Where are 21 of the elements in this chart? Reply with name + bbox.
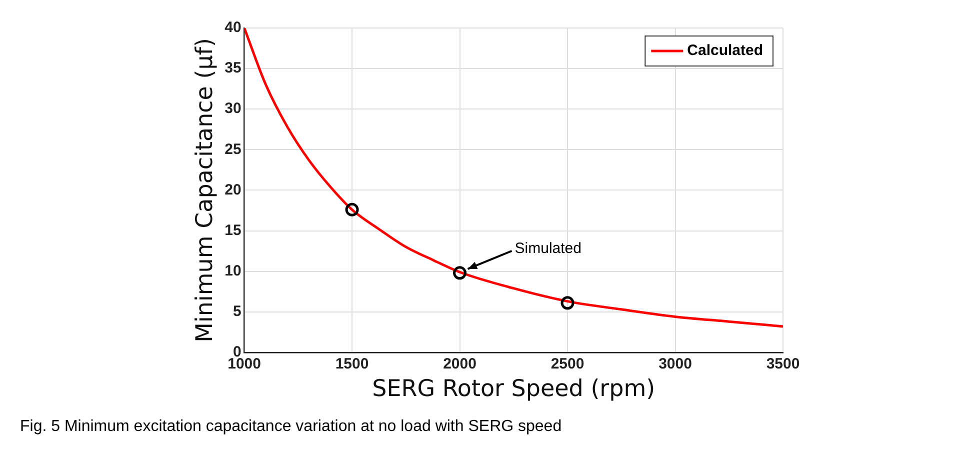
x-tick-label: 3000 bbox=[658, 356, 692, 373]
annotation: Simulated bbox=[514, 240, 582, 258]
caption: Fig. 5 Minimum excitation capacitance variation at no load with SERG speed bbox=[19, 418, 563, 436]
legend-label: Calculated bbox=[687, 42, 763, 60]
y-tick-label: 20 bbox=[224, 181, 242, 198]
y-tick-label: 35 bbox=[224, 60, 242, 77]
y-tick-label: 10 bbox=[224, 262, 242, 280]
y-tick-label: 30 bbox=[224, 100, 242, 118]
point bbox=[345, 202, 359, 216]
point bbox=[453, 266, 467, 280]
x-tick-label: 2500 bbox=[550, 356, 584, 373]
x-tick-label: 2000 bbox=[443, 356, 476, 373]
y-axis-title: Minimum Capacitance (µf) bbox=[192, 38, 218, 342]
point bbox=[560, 296, 574, 310]
y-tick-label: 40 bbox=[224, 19, 242, 36]
y-tick-label: 25 bbox=[224, 140, 242, 158]
y-tick-label: 15 bbox=[224, 222, 242, 239]
y-tick-label: 5 bbox=[232, 302, 242, 320]
x-axis-title: SERG Rotor Speed (rpm) bbox=[372, 376, 656, 402]
x-tick-label: 3500 bbox=[766, 356, 800, 373]
x-tick-label: 1500 bbox=[335, 356, 369, 373]
